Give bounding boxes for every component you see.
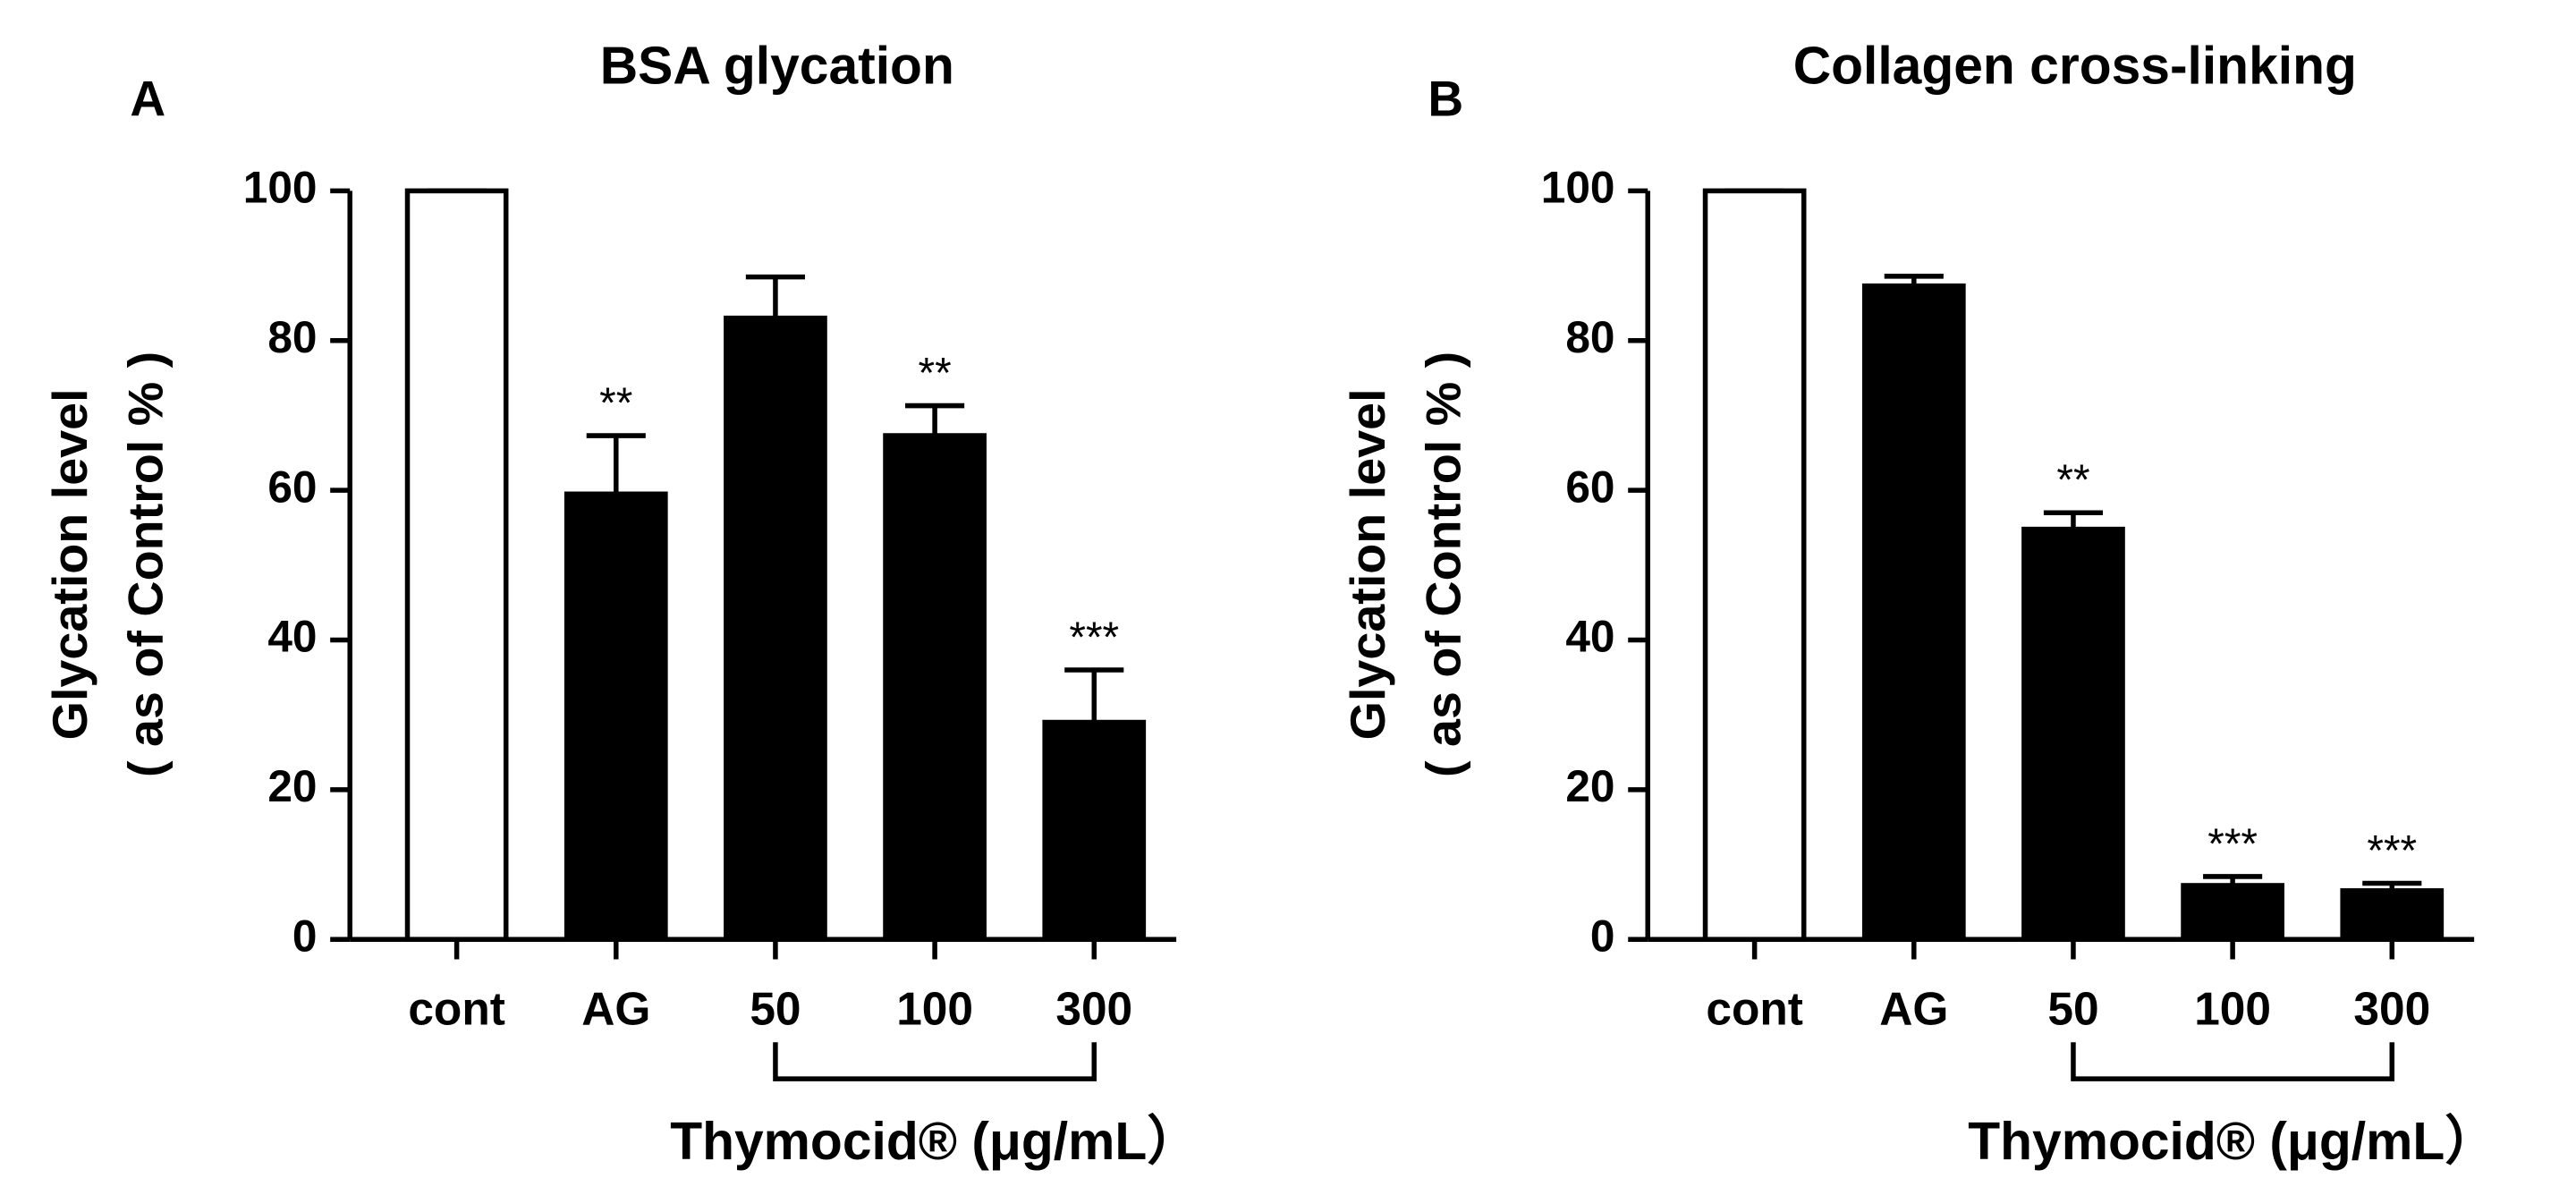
- y-axis-label: ( as of Control % ): [1416, 352, 1471, 777]
- x-tick-label: AG: [581, 982, 650, 1034]
- x-tick-label: 50: [2047, 982, 2098, 1034]
- y-tick-label: 40: [1565, 612, 1614, 662]
- significance-label: **: [2056, 456, 2089, 504]
- bar: [1702, 188, 1807, 943]
- bar: [404, 188, 509, 943]
- panel-label: A: [130, 71, 165, 126]
- bar: [724, 315, 827, 943]
- bar: [2340, 888, 2445, 943]
- x-tick-label: cont: [1706, 982, 1803, 1034]
- x-tick-label: 50: [750, 982, 801, 1034]
- significance-label: **: [919, 350, 952, 397]
- x-tick-label: 100: [896, 982, 973, 1034]
- bar: [2021, 526, 2125, 943]
- bar: [1861, 283, 1966, 943]
- y-tick-label: 20: [267, 761, 317, 811]
- significance-label: ***: [1069, 614, 1119, 661]
- x-axis-label: Thymocid® (μg/mL）: [1968, 1112, 2497, 1171]
- chart-title: BSA glycation: [600, 36, 954, 95]
- x-axis-label: Thymocid® (μg/mL）: [670, 1112, 1199, 1171]
- bar: [564, 491, 668, 943]
- bar: [1042, 719, 1147, 943]
- panel-label: B: [1428, 71, 1463, 126]
- x-tick-label: 100: [2194, 982, 2271, 1034]
- y-tick-label: 20: [1565, 761, 1614, 811]
- y-tick-label: 0: [1590, 911, 1615, 961]
- y-tick-label: 80: [1565, 312, 1614, 362]
- y-axis-label: Glycation level: [1340, 388, 1395, 740]
- significance-label: **: [599, 379, 632, 427]
- y-axis-label: Glycation level: [42, 388, 97, 740]
- x-tick-label: 300: [1055, 982, 1132, 1034]
- y-axis-label: ( as of Control % ): [118, 352, 174, 777]
- y-tick-label: 100: [1541, 162, 1615, 212]
- significance-label: ***: [2367, 827, 2417, 875]
- y-tick-label: 60: [267, 462, 317, 512]
- y-tick-label: 40: [267, 612, 317, 662]
- y-tick-label: 80: [267, 312, 317, 362]
- chart-title: Collagen cross-linking: [1793, 36, 2357, 95]
- y-tick-label: 60: [1565, 462, 1614, 512]
- y-tick-label: 100: [243, 162, 318, 212]
- x-tick-label: AG: [1879, 982, 1948, 1034]
- bracket: [773, 1042, 1097, 1081]
- y-tick-label: 0: [292, 911, 318, 961]
- bracket: [2071, 1042, 2395, 1081]
- x-tick-label: 300: [2353, 982, 2430, 1034]
- bar: [2181, 883, 2284, 943]
- x-tick-label: cont: [408, 982, 505, 1034]
- significance-label: ***: [2207, 820, 2258, 868]
- bar: [883, 433, 987, 943]
